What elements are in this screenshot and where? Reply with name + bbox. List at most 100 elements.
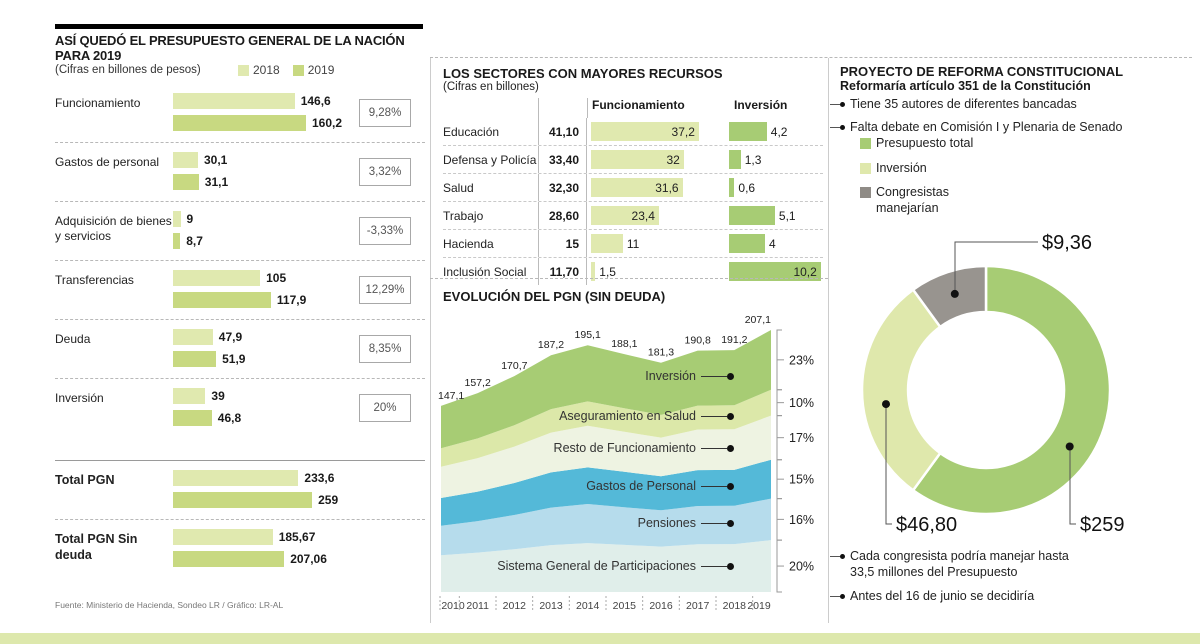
bar — [173, 115, 306, 131]
bar-line: 233,6 — [173, 470, 425, 486]
total-label: 187,2 — [538, 339, 564, 351]
donut-amount-label: $9,36 — [1042, 232, 1092, 254]
sector-bar-value: 0,6 — [738, 180, 756, 195]
sector-bar: 37,2 — [591, 122, 699, 141]
sector-bar-zone: 31,6 — [587, 174, 727, 201]
mid-dashed-separator — [430, 278, 828, 279]
year-tick-label: 2014 — [576, 600, 600, 612]
callout-line — [1069, 449, 1076, 525]
sector-total: 11,70 — [539, 258, 587, 285]
bar-line: 8,7 — [173, 233, 425, 249]
budget-row-bars: 9 8,7 — [173, 211, 425, 249]
bar-value-label: 259 — [318, 493, 339, 507]
callout-dot — [882, 400, 890, 409]
sector-bar-zone: 32 — [587, 146, 727, 173]
change-percent-box: 9,28% — [359, 99, 411, 127]
label-dot — [727, 562, 734, 570]
divider-left — [430, 58, 431, 623]
bullet-dot — [840, 102, 845, 107]
bullet-item: Falta debate en Comisión I y Plenaria de… — [830, 119, 1180, 135]
bar-value-label: 46,8 — [217, 411, 242, 425]
label-leader-line — [701, 522, 727, 524]
sectors-table: Educación 41,10 37,2 4,2 Defensa y Policía 33… — [443, 118, 823, 285]
bar-line: 146,6 — [173, 93, 425, 109]
sector-bar — [729, 122, 767, 141]
area-layer — [441, 415, 771, 498]
donut-segment — [911, 264, 988, 329]
area-layer-label: Inversión — [645, 369, 734, 383]
donut-legend-item: Inversión — [860, 161, 986, 177]
sector-bar-zone: 37,2 — [587, 118, 727, 145]
bar — [173, 470, 299, 486]
change-percent-box: 12,29% — [359, 276, 411, 304]
legend-swatch — [860, 187, 871, 199]
budget-row-label: Transferencias — [55, 273, 134, 287]
area-layer — [441, 540, 771, 592]
bullet-item: Tiene 35 autores de diferentes bancadas — [830, 96, 1180, 112]
bar-value-label: 8,7 — [186, 234, 203, 248]
total-label: 170,7 — [501, 360, 527, 372]
label-dot — [727, 372, 734, 380]
bar-line: 105 — [173, 270, 425, 286]
total-label: 157,2 — [465, 377, 491, 389]
bar-line: 39 — [173, 388, 425, 404]
legend-label: 2018 — [253, 63, 280, 77]
year-tick-label: 2017 — [686, 600, 710, 612]
donut-amount-label: $46,80 — [896, 514, 957, 536]
label-leader-line — [701, 485, 727, 487]
sectors-subtitle: (Cifras en billones) — [443, 81, 539, 93]
sectors-title: LOS SECTORES CON MAYORES RECURSOS — [443, 66, 723, 81]
bar — [173, 388, 206, 404]
sector-bar-zone: 1,3 — [727, 146, 823, 173]
page-title: ASÍ QUEDÓ EL PRESUPUESTO GENERAL DE LA N… — [55, 33, 405, 63]
legend-swatch — [860, 138, 871, 149]
total-label: 181,3 — [648, 347, 674, 359]
bullet-dash — [830, 104, 840, 105]
area-layer-label: Aseguramiento en Salud — [559, 409, 734, 423]
area-layer — [441, 330, 771, 449]
sector-bar-value: 4 — [769, 236, 776, 251]
budget-row-label: Gastos de personal — [55, 155, 160, 169]
bullet-text: Antes del 16 de junio se decidiría — [850, 588, 1035, 603]
sector-bar-zone: 10,2 — [727, 258, 823, 285]
legend-item: 2019 — [292, 63, 334, 77]
sector-bar-zone: 4 — [727, 230, 823, 257]
bar-line: 46,8 — [173, 410, 425, 426]
sector-name: Educación — [443, 118, 539, 145]
budget-total-bars: 233,6 259 — [173, 470, 425, 508]
source-note: Fuente: Ministerio de Hacienda, Sondeo L… — [55, 600, 284, 610]
reform-title: PROYECTO DE REFORMA CONSTITUCIONAL — [840, 64, 1124, 79]
budget-row-label: Funcionamiento — [55, 96, 141, 110]
sectors-table-header: Funcionamiento Inversión — [443, 98, 823, 118]
layer-percent-label: 23% — [789, 353, 814, 367]
label-leader-line — [701, 447, 727, 449]
sector-bar — [729, 206, 775, 225]
label-dot — [727, 444, 734, 452]
budget-row: Gastos de personal 30,1 31,1 3,32% — [55, 143, 425, 202]
label-dot — [727, 412, 734, 420]
bullet-dash — [830, 127, 840, 129]
budget-row-bars: 30,1 31,1 — [173, 152, 425, 190]
legend-swatch — [860, 162, 871, 174]
bullet-text: Tiene 35 autores de diferentes bancadas — [850, 97, 1077, 111]
layer-percent-label: 20% — [789, 560, 814, 574]
total-label: 147,1 — [438, 390, 464, 402]
title-rule — [55, 24, 423, 29]
col-header-funcionamiento: Funcionamiento — [592, 98, 685, 112]
budget-total-row: Total PGN 233,6 259 — [55, 461, 425, 520]
sector-bar-zone: 5,1 — [727, 202, 823, 229]
sector-bar: 23,4 — [591, 206, 659, 225]
legend-item: 2018 — [238, 63, 280, 77]
change-percent-box: 8,35% — [359, 335, 411, 363]
bar — [173, 292, 271, 308]
total-label: 188,1 — [611, 338, 637, 350]
layer-percent-label: 16% — [789, 513, 814, 527]
bar-value-label: 160,2 — [312, 116, 343, 130]
sector-bar — [729, 178, 735, 197]
layer-percent-label: 17% — [789, 431, 814, 445]
area-layer-label: Gastos de Personal — [586, 479, 734, 493]
year-tick-label: 2013 — [539, 600, 563, 612]
totals-separator — [55, 460, 425, 461]
sector-total: 41,10 — [539, 118, 587, 145]
donut-legend-item: Presupuesto total — [860, 136, 986, 152]
